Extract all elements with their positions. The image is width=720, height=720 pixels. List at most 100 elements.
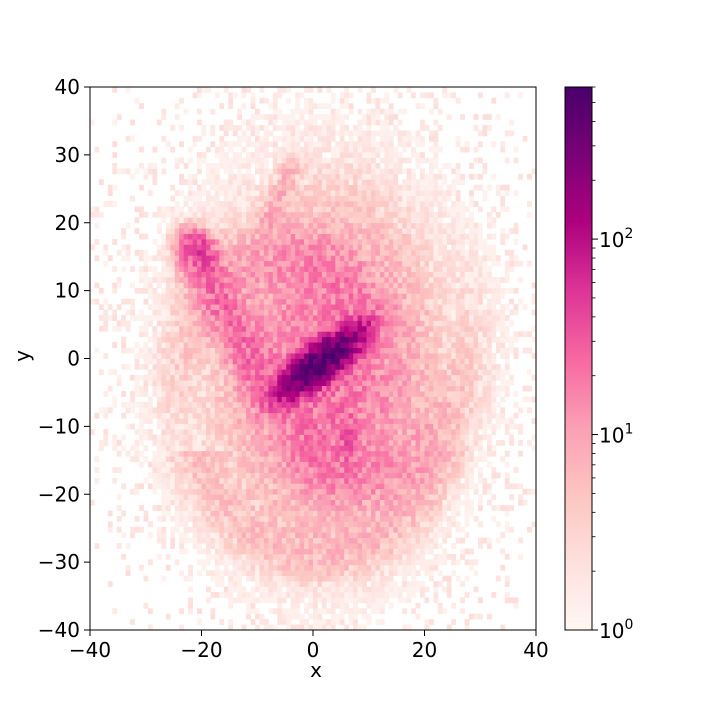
heatmap-cell xyxy=(237,222,242,229)
heatmap-cell xyxy=(246,168,251,175)
heatmap-cell xyxy=(161,429,167,435)
heatmap-cell xyxy=(304,483,309,490)
heatmap-cell xyxy=(370,559,376,566)
heatmap-cell xyxy=(281,575,287,582)
heatmap-cell xyxy=(246,575,251,582)
heatmap-cell xyxy=(161,439,167,446)
heatmap-cell xyxy=(330,195,336,202)
heatmap-cell xyxy=(384,505,390,511)
heatmap-cell xyxy=(183,195,189,202)
heatmap-cell xyxy=(313,222,318,229)
heatmap-cell xyxy=(237,282,242,289)
heatmap-cell xyxy=(299,342,305,348)
heatmap-cell xyxy=(366,510,372,517)
heatmap-cell xyxy=(259,418,265,425)
heatmap-cell xyxy=(348,293,354,300)
heatmap-cell xyxy=(321,331,327,338)
heatmap-cell xyxy=(370,358,376,365)
heatmap-cell xyxy=(214,309,220,316)
heatmap-cell xyxy=(281,304,287,310)
heatmap-cell xyxy=(321,293,327,300)
heatmap-cell xyxy=(228,548,234,555)
heatmap-cell xyxy=(268,233,274,240)
heatmap-cell xyxy=(295,597,300,604)
heatmap-cell xyxy=(201,537,207,544)
heatmap-cell xyxy=(339,304,345,310)
heatmap-cell xyxy=(241,624,247,631)
heatmap-cell xyxy=(281,369,287,376)
heatmap-cell xyxy=(246,472,251,479)
heatmap-cell xyxy=(326,347,332,354)
heatmap-cell xyxy=(308,597,314,604)
heatmap-cell xyxy=(214,380,220,386)
heatmap-cell xyxy=(304,298,309,305)
heatmap-cell xyxy=(357,543,363,549)
heatmap-cell xyxy=(308,385,314,392)
heatmap-cell xyxy=(130,396,135,403)
heatmap-cell xyxy=(259,347,265,354)
heatmap-cell xyxy=(295,407,300,414)
heatmap-cell xyxy=(205,586,211,593)
heatmap-cell xyxy=(130,456,135,463)
heatmap-cell xyxy=(384,228,390,234)
heatmap-cell xyxy=(326,575,332,582)
heatmap-cell xyxy=(335,325,341,332)
heatmap-cell xyxy=(357,168,363,175)
heatmap-cell xyxy=(232,499,238,506)
heatmap-cell xyxy=(228,92,234,99)
heatmap-cell xyxy=(375,114,381,120)
heatmap-cell xyxy=(281,260,287,267)
heatmap-cell xyxy=(393,336,399,343)
heatmap-cell xyxy=(188,228,193,234)
heatmap-cell xyxy=(321,396,327,403)
heatmap-cell xyxy=(379,608,385,615)
heatmap-cell xyxy=(259,336,265,343)
heatmap-cell xyxy=(281,483,287,490)
heatmap-cell xyxy=(197,401,202,408)
heatmap-cell xyxy=(339,125,345,131)
heatmap-cell xyxy=(379,325,385,332)
heatmap-cell xyxy=(326,619,332,625)
heatmap-cell xyxy=(192,429,198,435)
heatmap-cell xyxy=(255,510,260,517)
heatmap-cell xyxy=(179,543,185,549)
heatmap-cell xyxy=(353,141,358,148)
heatmap-cell xyxy=(255,401,260,408)
heatmap-cell xyxy=(183,287,189,294)
heatmap-cell xyxy=(353,450,358,457)
heatmap-cell xyxy=(116,515,122,522)
heatmap-cell xyxy=(317,380,323,386)
heatmap-cell xyxy=(246,591,251,598)
heatmap-cell xyxy=(170,380,176,386)
heatmap-cell xyxy=(366,559,372,566)
heatmap-cell xyxy=(130,407,135,414)
heatmap-cell xyxy=(188,255,193,262)
heatmap-cell xyxy=(188,608,193,615)
heatmap-cell xyxy=(219,125,225,131)
heatmap-cell xyxy=(299,385,305,392)
heatmap-cell xyxy=(388,168,394,175)
heatmap-cell xyxy=(250,206,256,213)
heatmap-cell xyxy=(353,597,358,604)
heatmap-cell xyxy=(321,510,327,517)
heatmap-cell xyxy=(295,228,300,234)
heatmap-cell xyxy=(143,510,149,517)
heatmap-cell xyxy=(326,293,332,300)
heatmap-cell xyxy=(112,119,118,126)
heatmap-cell xyxy=(192,434,198,441)
heatmap-cell xyxy=(210,201,216,207)
heatmap-cell xyxy=(174,494,180,501)
heatmap-cell xyxy=(344,559,350,566)
heatmap-cell xyxy=(134,456,140,463)
heatmap-cell xyxy=(313,130,318,137)
heatmap-cell xyxy=(393,429,399,435)
heatmap-cell xyxy=(321,315,327,321)
heatmap-cell xyxy=(179,309,185,316)
heatmap-cell xyxy=(348,190,354,196)
heatmap-cell xyxy=(228,287,234,294)
heatmap-cell xyxy=(272,336,278,343)
heatmap-cell xyxy=(299,564,305,571)
heatmap-cell xyxy=(134,526,140,533)
heatmap-cell xyxy=(112,369,118,376)
heatmap-cell xyxy=(250,499,256,506)
